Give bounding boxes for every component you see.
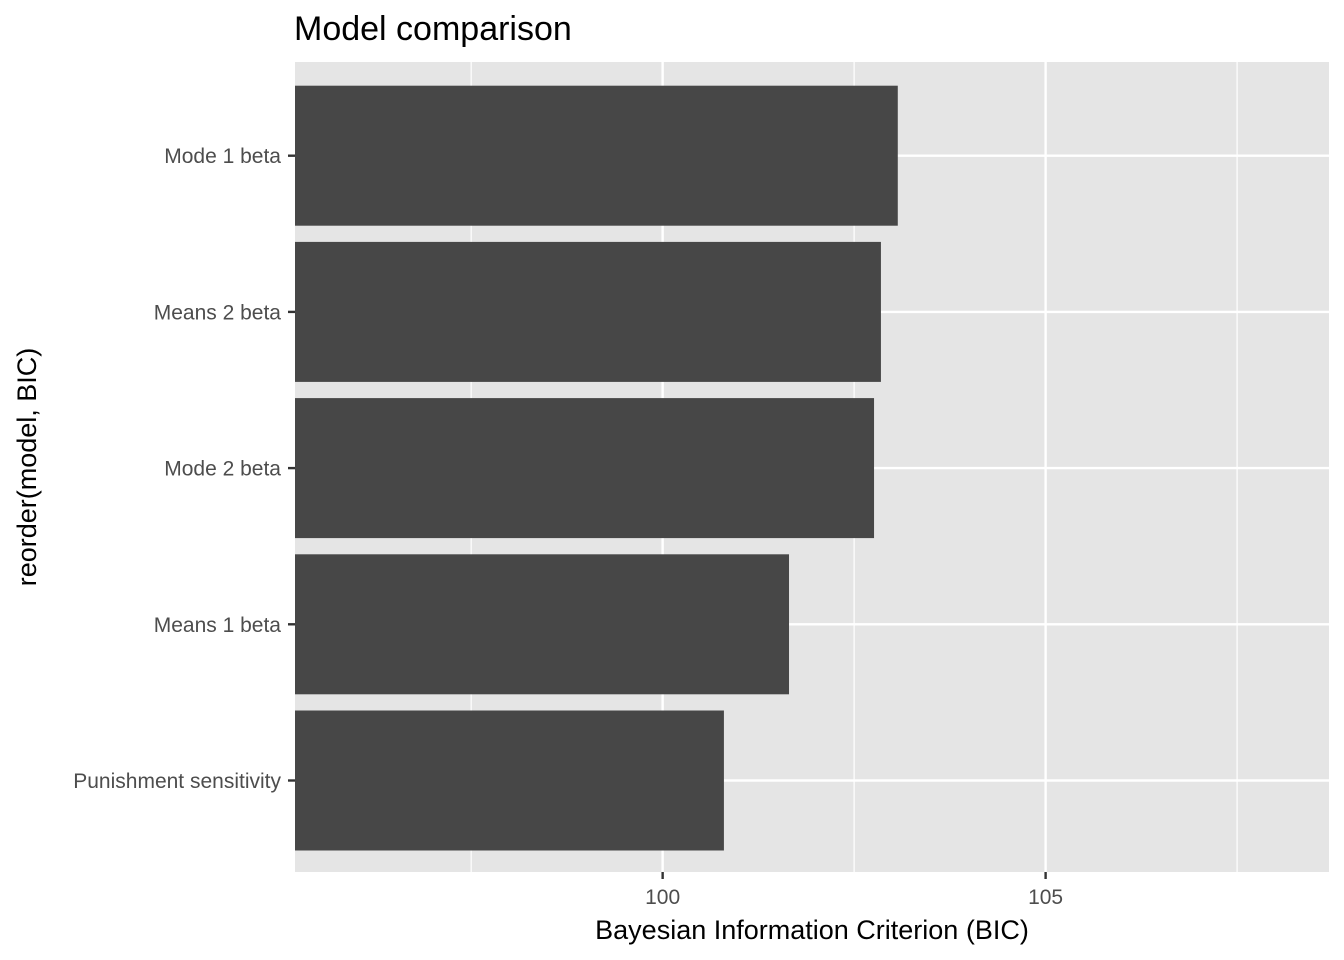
y-axis-title: reorder(model, BIC) bbox=[12, 348, 42, 587]
bar-means-1-beta bbox=[295, 554, 790, 695]
y-tick-label-0: Punishment sensitivity bbox=[73, 770, 281, 793]
bar-mode-2-beta bbox=[295, 398, 875, 539]
x-axis: 100 105 bbox=[645, 872, 1063, 909]
y-tick-label-2: Mode 2 beta bbox=[164, 458, 281, 481]
chart-title: Model comparison bbox=[294, 10, 572, 48]
y-tick-label-3: Means 2 beta bbox=[154, 301, 282, 324]
y-tick-label-4: Mode 1 beta bbox=[164, 145, 281, 168]
bar-punishment-sensitivity bbox=[295, 710, 724, 851]
bars bbox=[295, 85, 898, 851]
y-axis: Punishment sensitivity Means 1 beta Mode 2… bbox=[73, 145, 295, 793]
x-tick-label-1: 105 bbox=[1028, 886, 1063, 909]
bar-mode-1-beta bbox=[295, 85, 898, 226]
y-tick-label-1: Means 1 beta bbox=[154, 614, 282, 637]
bar-means-2-beta bbox=[295, 241, 881, 382]
x-tick-label-0: 100 bbox=[645, 886, 680, 909]
x-axis-title: Bayesian Information Criterion (BIC) bbox=[595, 915, 1029, 945]
